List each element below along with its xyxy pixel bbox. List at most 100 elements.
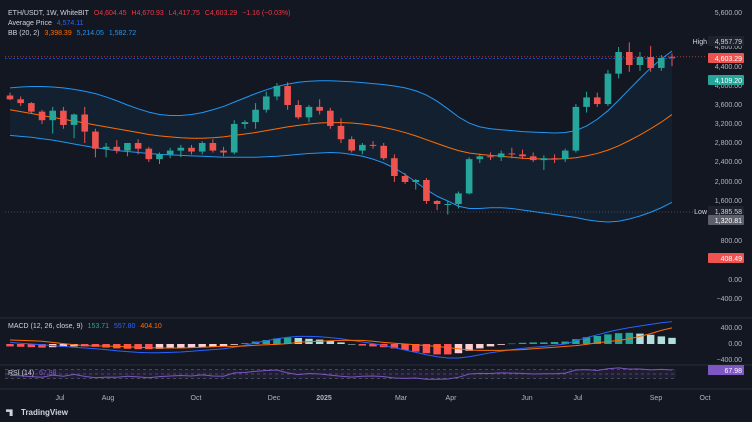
macd-histogram-bar (369, 344, 377, 347)
candle-body[interactable] (551, 158, 558, 160)
candle-body[interactable] (92, 131, 99, 149)
candle-body[interactable] (487, 156, 494, 158)
candle-body[interactable] (252, 109, 259, 123)
price-axis-tick: 4,400.00 (715, 64, 742, 71)
rsi-axis-value: 67.98 (724, 368, 742, 375)
candle-body[interactable] (668, 56, 676, 58)
candle-body[interactable] (337, 125, 345, 140)
candle-body[interactable] (529, 156, 537, 161)
candle-body[interactable] (348, 139, 355, 151)
candle-body[interactable] (444, 204, 452, 205)
candle-body[interactable] (198, 143, 206, 152)
candle-body[interactable] (316, 106, 323, 111)
candle-body[interactable] (561, 150, 569, 160)
candle-body[interactable] (273, 86, 281, 97)
candle-body[interactable] (615, 52, 622, 74)
macd-histogram-bar (593, 336, 601, 344)
macd-label: MACD (12, 26, close, 9) (8, 323, 83, 330)
candle-body[interactable] (540, 158, 548, 161)
candle-body[interactable] (391, 158, 398, 176)
candle-body[interactable] (476, 156, 484, 160)
candle-body[interactable] (17, 99, 24, 104)
candle-body[interactable] (465, 159, 473, 194)
candle-body[interactable] (284, 86, 291, 105)
high-price-label: 4,957.79 (715, 39, 742, 46)
candle-body[interactable] (156, 154, 163, 160)
price-axis-tick: 1,600.00 (715, 198, 742, 205)
macd-histogram-bar (198, 344, 206, 348)
macd-histogram-bar (294, 338, 303, 344)
macd-histogram-bar (668, 337, 676, 344)
candle-body[interactable] (124, 143, 131, 151)
price-axis-tick: 4,000.00 (715, 83, 742, 90)
candle-body[interactable] (241, 122, 249, 124)
average-price-label: Average Price (8, 20, 52, 27)
candle-body[interactable] (188, 147, 195, 152)
candle-body[interactable] (625, 52, 633, 65)
tradingview-logo-icon (6, 409, 13, 417)
candle-body[interactable] (38, 111, 46, 121)
macd-histogram-bar (646, 334, 655, 344)
candle-body[interactable] (177, 147, 185, 151)
candle-body[interactable] (209, 143, 217, 151)
high-word: High (693, 39, 708, 46)
candle-body[interactable] (519, 154, 526, 157)
candle-body[interactable] (369, 144, 377, 146)
candle-body[interactable] (359, 144, 366, 151)
macd-signal-line (9, 327, 673, 351)
candle-body[interactable] (455, 193, 462, 204)
rsi-value: 67.98 (39, 370, 57, 377)
candle-body[interactable] (294, 105, 302, 118)
macd-histogram-bar (636, 333, 644, 344)
candle-body[interactable] (166, 150, 174, 155)
macd-histogram-bar (572, 339, 580, 344)
candle-body[interactable] (102, 146, 110, 149)
rsi-legend[interactable]: RSI (14) 67.98 (8, 369, 60, 378)
candle-body[interactable] (658, 58, 665, 68)
candle-body[interactable] (6, 95, 14, 100)
candle-body[interactable] (401, 176, 409, 182)
candle-body[interactable] (327, 110, 334, 126)
time-axis-tick: Jul (56, 395, 65, 402)
candle-body[interactable] (60, 110, 67, 125)
candle-body[interactable] (412, 180, 420, 182)
candle-body[interactable] (220, 150, 227, 153)
candle-body[interactable] (593, 97, 601, 105)
macd-legend[interactable]: MACD (12, 26, close, 9) 153.71 557.80 40… (8, 322, 165, 331)
candle-body[interactable] (49, 110, 57, 121)
macd-histogram-bar (550, 342, 559, 344)
price-axis-tick: 5,600.00 (715, 10, 742, 17)
candle-body[interactable] (134, 143, 142, 149)
candle-body[interactable] (636, 57, 644, 65)
open-value: O4,604.45 (93, 10, 127, 17)
bollinger-lower-line (9, 134, 673, 223)
time-axis-tick: Dec (268, 395, 281, 402)
candle-body[interactable] (380, 145, 388, 159)
candle-body[interactable] (583, 97, 590, 107)
candle-body[interactable] (113, 146, 121, 151)
candle-body[interactable] (145, 148, 153, 160)
macd-histogram-bar (582, 337, 591, 344)
low2-price-label-box (708, 215, 744, 225)
candle-body[interactable] (433, 201, 441, 204)
candle-body[interactable] (423, 180, 430, 201)
symbol-label[interactable]: ETH/USDT, 1W, WhiteBIT (8, 10, 89, 17)
bollinger-legend[interactable]: BB (20, 2) 3,398.39 5,214.05 1,582.72 (8, 29, 139, 38)
candle-body[interactable] (305, 106, 313, 118)
candle-body[interactable] (497, 153, 505, 158)
candle-body[interactable] (28, 103, 35, 112)
tradingview-logo[interactable]: TradingView (6, 408, 68, 417)
candle-body[interactable] (572, 106, 580, 151)
candle-body[interactable] (508, 153, 516, 155)
candle-body[interactable] (70, 114, 78, 125)
candle-body[interactable] (81, 114, 89, 132)
candle-body[interactable] (230, 124, 238, 153)
rsi-value-box (708, 365, 744, 376)
bollinger-mid-value: 3,398.39 (44, 30, 72, 37)
candle-body[interactable] (604, 73, 612, 105)
macd-histogram-bar (6, 344, 14, 347)
candle-body[interactable] (262, 96, 270, 110)
average-price-legend[interactable]: Average Price 4,574.11 (8, 19, 87, 28)
candle-body[interactable] (647, 57, 654, 68)
